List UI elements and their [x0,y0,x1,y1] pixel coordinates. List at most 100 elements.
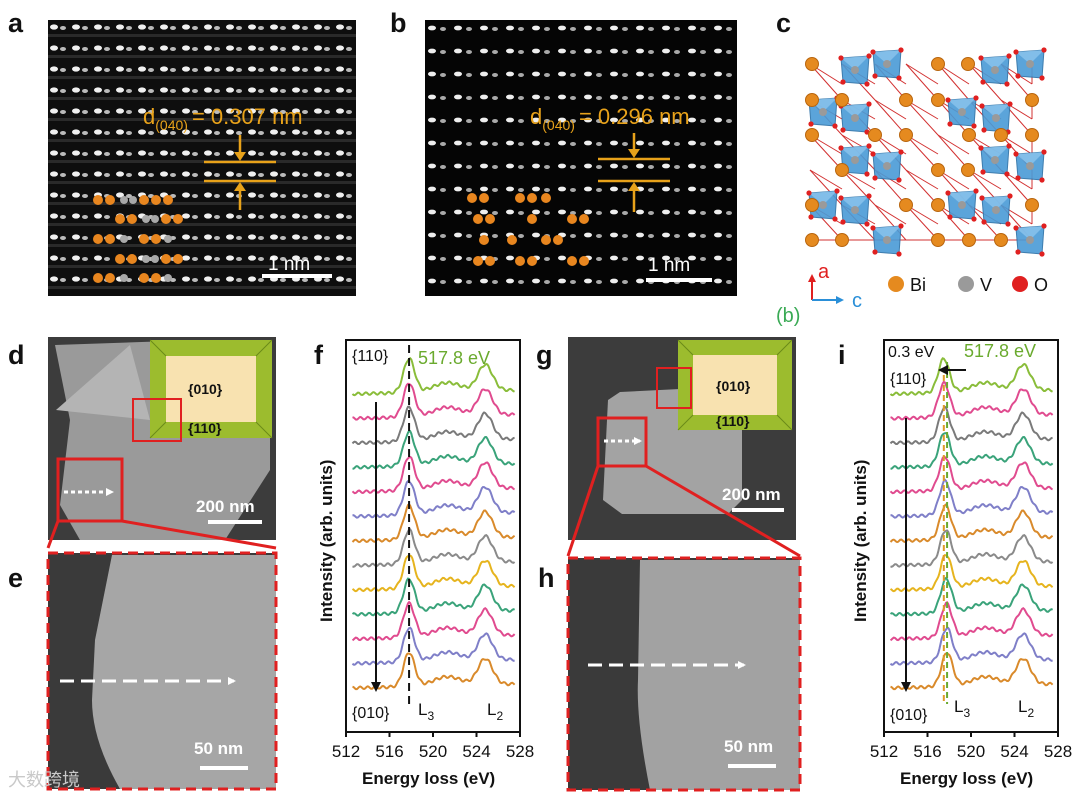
o-atom [978,55,984,61]
o-atom [840,219,846,225]
facet-010-g: {010} [716,378,751,394]
axis-a-label: a [818,261,830,283]
o-atom [840,127,846,133]
spectrum-line [351,577,516,617]
bond [841,134,876,155]
x-tick-label: 520 [419,742,447,761]
axis-triad: a c (b) [776,261,862,327]
o-atom [864,221,870,227]
panel-f: 512 516 520 524 528 517.8 eV {110} {010} L3 … [317,339,534,788]
x-tick-label: 520 [957,742,985,761]
x-axis-label-f: Energy loss (eV) [362,769,495,788]
o-atom [945,190,951,196]
o-atom [1004,81,1010,87]
bi-atom [931,57,945,71]
v-atom [1026,162,1034,170]
o-atom [898,47,904,53]
v-atom [991,156,999,164]
v-atom [883,236,891,244]
bi-atom [931,233,945,247]
bi-atom [962,128,976,142]
bond [937,204,970,241]
y-axis-label-i: Intensity (arb. units) [851,460,870,622]
o-atom [1006,53,1012,59]
v-atom [851,156,859,164]
bi-atom [1025,198,1039,212]
o-atom [864,81,870,87]
d-spacing-b: d(040) = 0.296 nm [530,104,690,133]
tetrahedron-face [873,50,901,64]
tetrahedron-face [948,191,976,205]
bond [905,169,939,190]
bi-atom [805,93,819,107]
o-atom [947,121,953,127]
y-axis-label-f: Intensity (arb. units) [317,460,336,622]
facet-schematic-g: {010} {110} [677,339,793,431]
bi-atom [931,198,945,212]
o-atom [971,123,977,129]
tetrahedron-face [841,104,869,118]
panel-g: {010} {110} 200 nm [566,337,801,558]
x-ticks-f: 512 516 520 524 528 [332,732,534,761]
o-atom [1005,221,1011,227]
o-atom [973,188,979,194]
panel-label-h: h [538,563,555,593]
l2-label-i: L2 [1018,697,1034,720]
spacing-marker-a [204,135,276,210]
v-atom [992,114,1000,122]
bond [841,169,876,206]
bi-atom [961,163,975,177]
bond [905,63,939,101]
bottom-facet-f: {010} [352,705,390,722]
bond [874,99,907,120]
o-atom [1006,143,1012,149]
o-atom [864,171,870,177]
spectrum-line [352,429,516,470]
bond [937,63,970,101]
particle-e [92,555,276,789]
atom-legend: Bi V O [888,275,1048,295]
spectrum-line [351,554,516,593]
spacing-marker-b [598,133,670,212]
tetrahedron-face [981,146,1009,160]
o-atom [806,190,812,196]
roi-box-d-small [132,398,182,442]
panel-d: {010} {110} 200 nm [46,337,277,550]
tetrahedron-face [841,196,869,210]
panel-h: 50 nm [566,556,802,792]
d-spacing-a: d(040) = 0.307 nm [143,104,303,133]
o-atom [840,79,846,85]
v-atom [1026,236,1034,244]
o-atom [834,188,840,194]
bottom-facet-i: {010} [890,707,928,724]
bond [809,169,843,190]
x-tick-label: 512 [332,742,360,761]
o-atom [872,73,878,79]
tetrahedron-face [841,146,869,160]
legend-v-swatch [958,276,974,292]
v-atom [819,108,827,116]
o-atom [866,193,872,199]
spectrum-line [889,576,1054,617]
tetrahedron-face [1016,226,1044,240]
o-atom [979,195,985,201]
tetrahedron-face [982,104,1010,118]
axis-c-label: c [852,290,862,312]
o-atom [898,149,904,155]
v-atom [851,206,859,214]
facet-110-d: {110} [188,420,222,436]
bi-atom [835,93,849,107]
bi-atom [994,233,1008,247]
particle-h [637,560,800,790]
energy-label-f: 517.8 eV [418,348,490,368]
v-atom [819,201,827,209]
legend-v: V [980,275,992,295]
spectrum-line [889,455,1053,495]
o-atom [832,123,838,129]
scale-label-e: 50 nm [194,739,243,758]
o-atom [870,151,876,157]
legend-bi-swatch [888,276,904,292]
o-atom [1041,47,1047,53]
bond [968,169,1002,190]
spectra-f [351,345,516,704]
